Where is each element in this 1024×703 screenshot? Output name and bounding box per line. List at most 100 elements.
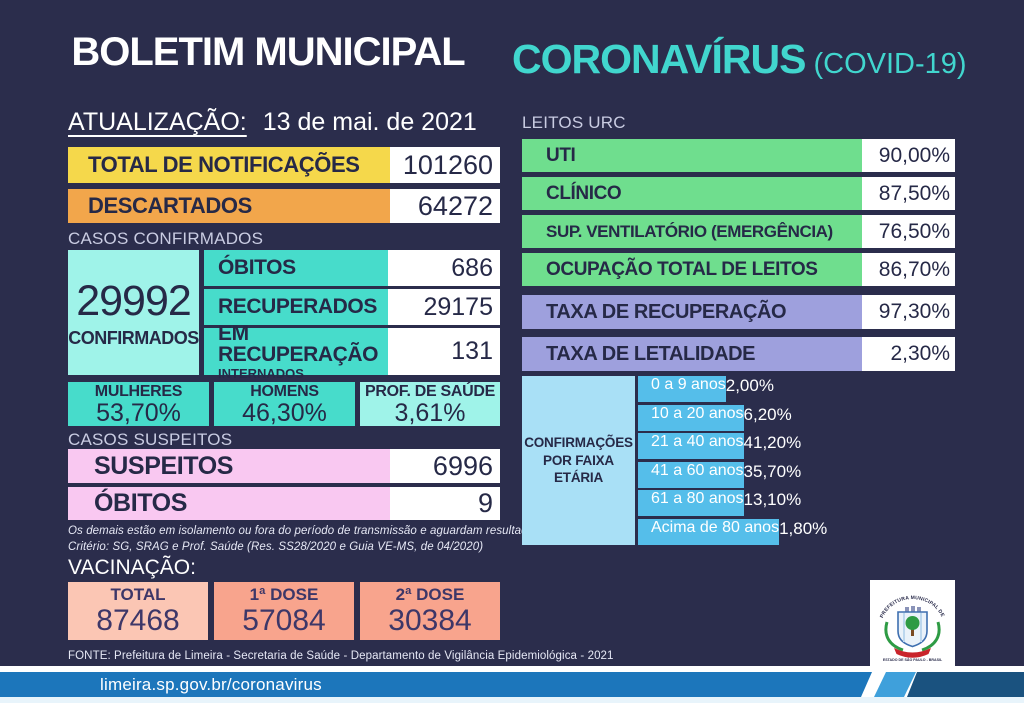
discarded-label: DESCARTADOS <box>68 189 390 223</box>
age-table-label: CONFIRMAÇÕES POR FAIXA ETÁRIA <box>522 376 635 545</box>
in-recovery-value: 131 <box>388 328 500 375</box>
page-title: BOLETIM MUNICIPAL <box>71 30 465 74</box>
vaccination-total-box: TOTAL 87468 <box>68 582 208 640</box>
recovered-label: RECUPERADOS <box>204 289 388 325</box>
suspect-deaths-label: ÓBITOS <box>68 487 390 520</box>
footer-url: limeira.sp.gov.br/coronavirus <box>100 674 322 694</box>
coat-of-arms-icon: PREFEITURA MUNICIPAL DE LIMEIRA ESTADO D… <box>868 576 946 662</box>
age-10-20-value: 6,20% <box>743 404 792 424</box>
lethality-rate-value: 2,30% <box>862 337 955 371</box>
update-line: ATUALIZAÇÃO: 13 de mai. de 2021 <box>68 108 477 137</box>
vaccination-dose1-box: 1ª DOSE 57084 <box>214 582 354 640</box>
footer-bottom-strip <box>0 697 1024 703</box>
total-beds-value: 86,70% <box>862 253 955 286</box>
men-box: HOMENS 46,30% <box>214 382 355 426</box>
deaths-row: ÓBITOS 686 <box>204 250 500 286</box>
coronavirus-title-main: CORONAVÍRUS <box>512 36 806 82</box>
health-workers-label: PROF. DE SAÚDE <box>364 382 496 400</box>
clinical-row: CLÍNICO 87,50% <box>522 177 955 210</box>
age-table-rows: 0 a 9 anos 2,00% 10 a 20 anos 6,20% 21 a… <box>638 376 955 545</box>
recovered-row: RECUPERADOS 29175 <box>204 289 500 325</box>
suspect-deaths-value: 9 <box>390 487 500 520</box>
age-41-60-value: 35,70% <box>743 461 802 481</box>
age-80-plus-value: 1,80% <box>779 518 828 538</box>
limeira-coat-of-arms-logo: PREFEITURA MUNICIPAL DE LIMEIRA ESTADO D… <box>868 576 955 666</box>
covid19-title-suffix: (COVID-19) <box>813 48 967 80</box>
criteria-note-line2: Critério: SG, SRAG e Prof. Saúde (Res. S… <box>68 540 484 553</box>
confirmed-section-label: CASOS CONFIRMADOS <box>68 229 264 248</box>
recovery-rate-label: TAXA DE RECUPERAÇÃO <box>522 295 862 329</box>
confirmed-count: 29992 <box>76 276 192 325</box>
women-box: MULHERES 53,70% <box>68 382 209 426</box>
age-table: CONFIRMAÇÕES POR FAIXA ETÁRIA 0 a 9 anos… <box>522 376 955 545</box>
age-row-41-60: 41 a 60 anos 35,70% <box>638 461 955 488</box>
age-61-80-label: 61 a 80 anos <box>638 490 744 517</box>
age-0-9-value: 2,00% <box>725 376 774 395</box>
source-line: FONTE: Prefeitura de Limeira - Secretari… <box>68 650 614 662</box>
vaccination-total-label: TOTAL <box>110 585 166 605</box>
age-row-61-80: 61 a 80 anos 13,10% <box>638 490 955 517</box>
vaccination-section-label: VACINAÇÃO: <box>68 556 196 579</box>
suspects-label: SUSPEITOS <box>68 449 390 483</box>
age-0-9-label: 0 a 9 anos <box>638 376 726 402</box>
age-41-60-label: 41 a 60 anos <box>638 461 744 488</box>
men-value: 46,30% <box>242 398 327 427</box>
age-21-40-label: 21 a 40 anos <box>638 433 744 460</box>
deaths-label: ÓBITOS <box>204 250 388 286</box>
in-recovery-row: EM RECUPERAÇÃO INTERNADOS 131 <box>204 323 500 380</box>
lethality-rate-row: TAXA DE LETALIDADE 2,30% <box>522 337 955 371</box>
total-beds-row: OCUPAÇÃO TOTAL DE LEITOS 86,70% <box>522 253 955 286</box>
suspects-value: 6996 <box>390 449 500 483</box>
age-row-10-20: 10 a 20 anos 6,20% <box>638 404 955 431</box>
suspect-deaths-row: ÓBITOS 9 <box>68 487 500 520</box>
age-61-80-value: 13,10% <box>743 490 802 510</box>
discarded-row: DESCARTADOS 64272 <box>68 189 500 223</box>
update-date: 13 de mai. de 2021 <box>262 108 477 136</box>
confirmed-count-box: 29992 CONFIRMADOS <box>68 250 199 375</box>
age-21-40-value: 41,20% <box>743 433 802 453</box>
men-label: HOMENS <box>250 382 319 400</box>
discarded-value: 64272 <box>390 189 500 223</box>
footer-blue-bar: limeira.sp.gov.br/coronavirus <box>0 672 872 697</box>
recovery-rate-row: TAXA DE RECUPERAÇÃO 97,30% <box>522 295 955 329</box>
clinical-label: CLÍNICO <box>522 177 862 210</box>
clinical-value: 87,50% <box>862 177 955 210</box>
vaccination-dose1-value: 57084 <box>242 604 326 638</box>
age-80-plus-label: Acima de 80 anos <box>638 518 780 545</box>
age-row-21-40: 21 a 40 anos 41,20% <box>638 433 955 460</box>
svg-text:ESTADO DE SÃO PAULO - BRASIL: ESTADO DE SÃO PAULO - BRASIL <box>883 657 943 662</box>
icu-row: UTI 90,00% <box>522 139 955 172</box>
deaths-value: 686 <box>388 250 500 286</box>
in-recovery-label-group: EM RECUPERAÇÃO INTERNADOS <box>204 323 388 380</box>
age-10-20-label: 10 a 20 anos <box>638 404 744 431</box>
age-row-80-plus: Acima de 80 anos 1,80% <box>638 518 955 545</box>
icu-value: 90,00% <box>862 139 955 172</box>
in-recovery-sublabel: INTERNADOS <box>218 366 304 381</box>
coronavirus-title: CORONAVÍRUS (COVID-19) <box>512 36 967 83</box>
vaccination-dose2-box: 2ª DOSE 30384 <box>360 582 500 640</box>
criteria-note: Os demais estão em isolamento ou fora do… <box>68 524 537 555</box>
footer-stripe-dark <box>907 672 1024 697</box>
vaccination-total-value: 87468 <box>96 604 180 638</box>
vaccination-dose1-label: 1ª DOSE <box>249 585 319 605</box>
update-label: ATUALIZAÇÃO: <box>68 108 247 136</box>
lethality-rate-label: TAXA DE LETALIDADE <box>522 337 862 371</box>
recovery-rate-value: 97,30% <box>862 295 955 329</box>
suspects-section-label: CASOS SUSPEITOS <box>68 430 233 449</box>
women-value: 53,70% <box>96 398 181 427</box>
recovered-value: 29175 <box>388 289 500 325</box>
ventilator-value: 76,50% <box>862 215 955 248</box>
age-row-0-9: 0 a 9 anos 2,00% <box>638 376 955 402</box>
health-workers-box: PROF. DE SAÚDE 3,61% <box>360 382 500 426</box>
total-beds-label: OCUPAÇÃO TOTAL DE LEITOS <box>522 253 862 286</box>
women-label: MULHERES <box>94 382 183 400</box>
in-recovery-label: EM RECUPERAÇÃO <box>218 322 379 366</box>
suspects-row: SUSPEITOS 6996 <box>68 449 500 483</box>
vaccination-dose2-label: 2ª DOSE <box>395 585 465 605</box>
icu-label: UTI <box>522 139 862 172</box>
total-notifications-label: TOTAL DE NOTIFICAÇÕES <box>68 147 390 183</box>
total-notifications-row: TOTAL DE NOTIFICAÇÕES 101260 <box>68 147 500 183</box>
total-notifications-value: 101260 <box>390 147 500 183</box>
beds-section-label: LEITOS URC <box>522 113 626 132</box>
